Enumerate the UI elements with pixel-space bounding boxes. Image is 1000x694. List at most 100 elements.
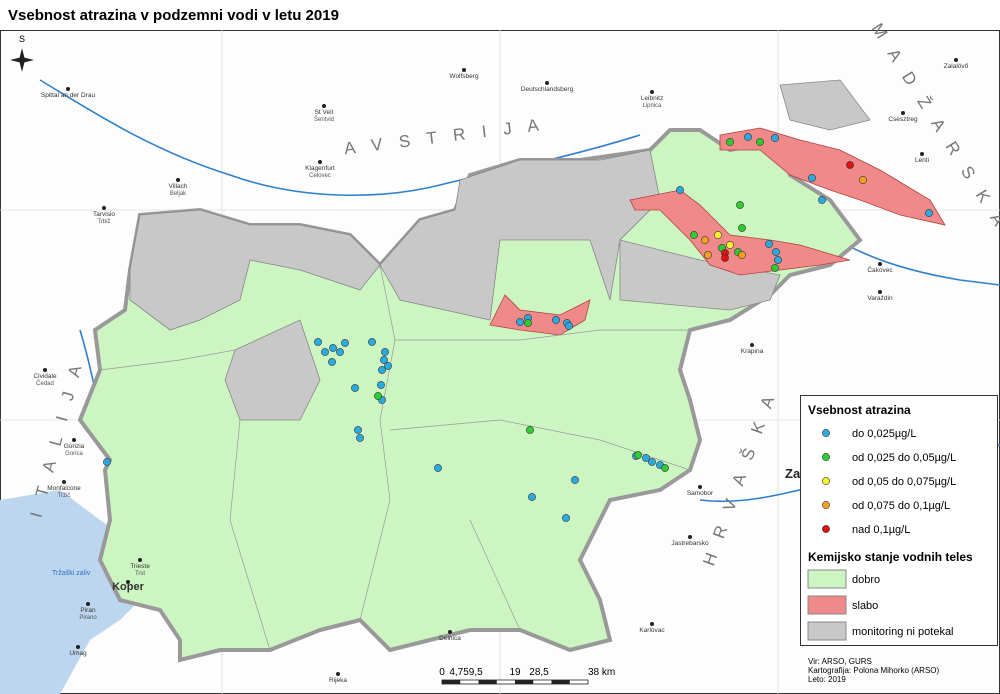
legend-marker (822, 429, 830, 437)
place-subname: Čedad (36, 380, 54, 387)
place-name: Zalalövő (944, 63, 969, 70)
place-dot (76, 645, 80, 649)
place-dot (750, 343, 754, 347)
place-name: Tarvisio (93, 211, 115, 218)
place-subname: Šentvid (314, 116, 334, 123)
sampling-point (774, 256, 782, 264)
sampling-point (314, 338, 322, 346)
sampling-point (552, 316, 560, 324)
place-dot (878, 262, 882, 266)
sampling-point (676, 186, 684, 194)
place-dot (448, 630, 452, 634)
legend-marker (822, 477, 830, 485)
place-name: Samobor (687, 490, 714, 497)
places: Spittal an der Drau Wolfsberg Deutschlands… (33, 58, 969, 684)
sampling-point (726, 138, 734, 146)
sampling-point (377, 381, 385, 389)
legend: Vsebnost atrazina do 0,025µg/L od 0,025 do… (800, 395, 998, 646)
sampling-point (744, 133, 752, 141)
legend-swatch (807, 569, 847, 589)
place-name: Rijeka (329, 677, 347, 684)
scale-label: 0 (439, 667, 445, 678)
place-name: Lenti (915, 157, 929, 164)
sampling-point (808, 174, 816, 182)
place-dot (336, 672, 340, 676)
place-name: Čakovec (867, 265, 893, 274)
place-subname: Trst (135, 571, 145, 577)
sampling-point (354, 426, 362, 434)
sampling-point (738, 251, 746, 259)
legend-label: do 0,025µg/L (852, 428, 916, 440)
sampling-point (704, 251, 712, 259)
place-dot (62, 480, 66, 484)
sampling-point (648, 458, 656, 466)
credit-line: Vir: ARSO, GURS (808, 657, 872, 666)
place-dot (72, 438, 76, 442)
sampling-point (321, 348, 329, 356)
place-dot (920, 152, 924, 156)
place-dot (954, 58, 958, 62)
place-dot (322, 104, 326, 108)
sampling-point (103, 458, 111, 466)
scale-label: 4,759,5 (449, 667, 483, 678)
legend-marker (822, 501, 830, 509)
place-name: Villach (168, 183, 187, 190)
scale-segment (478, 680, 497, 684)
place-subname: Pirano (79, 615, 97, 621)
water-name: Tržaški zaliv (52, 570, 91, 577)
sampling-point (528, 493, 536, 501)
sampling-point (378, 366, 386, 374)
legend-marker (822, 453, 830, 461)
sampling-point (772, 248, 780, 256)
sampling-point (374, 392, 382, 400)
sampling-point (434, 464, 442, 472)
sampling-point (846, 161, 854, 169)
place-name: Krapina (741, 348, 764, 355)
scale-segment (551, 680, 570, 684)
place-name: Piran (80, 607, 96, 614)
place-name: Deutschlandsberg (521, 86, 574, 93)
sampling-point (738, 224, 746, 232)
sampling-point (765, 240, 773, 248)
legend-label: od 0,05 do 0,075µg/L (852, 476, 956, 488)
legend-label: dobro (852, 574, 880, 586)
place-name: Umag (69, 650, 87, 657)
sampling-point (381, 348, 389, 356)
scale-label: 19 (509, 667, 521, 678)
place-dot (688, 535, 692, 539)
place-name: Cividale (33, 373, 57, 380)
place-name: Csesztreg (888, 116, 918, 123)
place-dot (318, 160, 322, 164)
place-name: Leibnitz (641, 95, 663, 102)
place-name: Za (785, 466, 801, 481)
place-dot (462, 68, 466, 72)
sampling-point (661, 464, 669, 472)
sampling-point (721, 254, 729, 262)
sampling-point (356, 434, 364, 442)
place-name: Jastrebarsko (671, 540, 709, 547)
legend-label: od 0,075 do 0,1µg/L (852, 500, 950, 512)
legend-label: monitoring ni potekal (852, 626, 954, 638)
place-dot (901, 111, 905, 115)
place-dot (126, 580, 130, 584)
legend-label: slabo (852, 600, 878, 612)
place-dot (176, 178, 180, 182)
place-subname: Celovec (309, 173, 331, 179)
place-subname: Tržič (58, 493, 71, 499)
sampling-point (562, 514, 570, 522)
sampling-point (771, 134, 779, 142)
sampling-point (726, 241, 734, 249)
place-dot (878, 290, 882, 294)
place-dot (102, 206, 106, 210)
north-arrow: S (10, 34, 34, 72)
sampling-points (103, 133, 933, 522)
place-subname: Gorica (65, 451, 83, 457)
sampling-point (771, 264, 779, 272)
place-name: Monfalcone (47, 485, 81, 492)
legend-title: Kemijsko stanje vodnih teles (808, 550, 973, 564)
north-label: S (19, 34, 25, 44)
sampling-point (524, 319, 532, 327)
place-dot (43, 368, 47, 372)
place-name: Klagenfurt (305, 165, 335, 172)
legend-swatch (807, 595, 847, 615)
